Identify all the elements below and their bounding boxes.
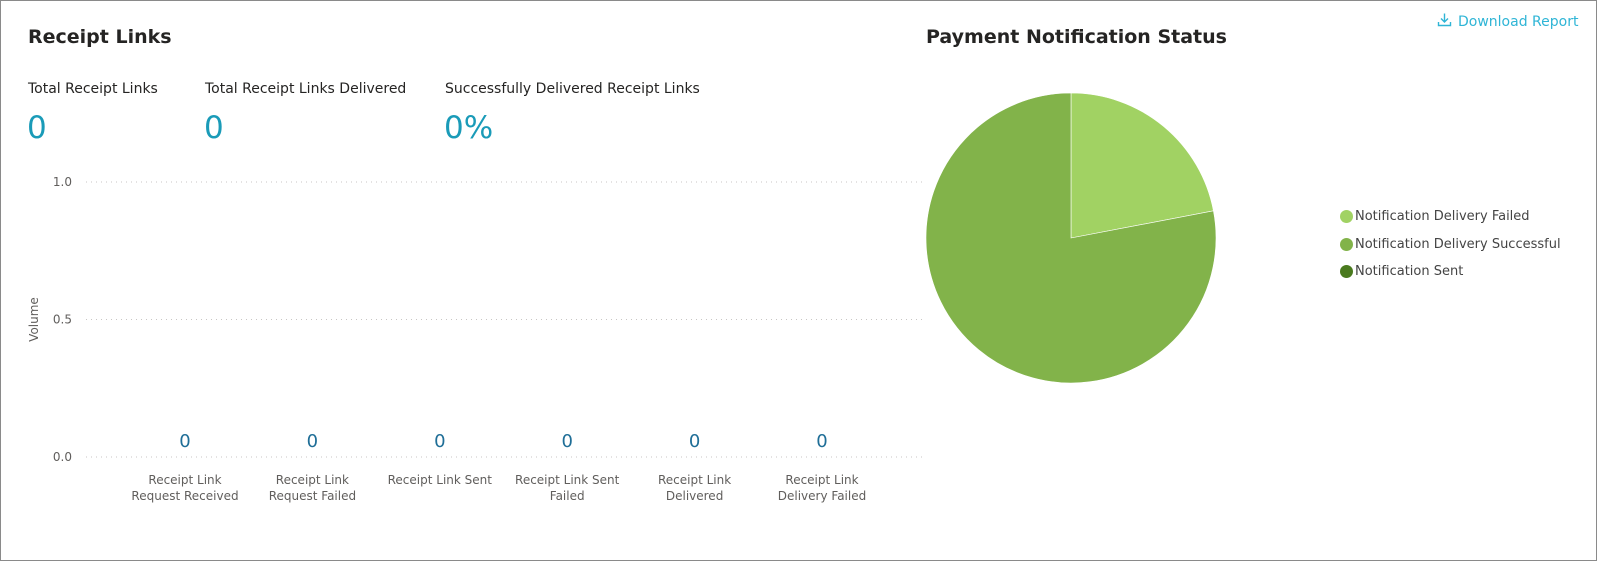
legend-dot-icon <box>1340 237 1353 251</box>
download-icon <box>1437 12 1452 31</box>
bar-data-label: 0 <box>689 431 700 452</box>
legend-label: Notification Delivery Successful <box>1355 236 1561 252</box>
x-category-label: Receipt Link Delivery Failed <box>778 473 866 503</box>
pie-slice[interactable] <box>925 92 1217 384</box>
legend-dot-icon <box>1340 210 1353 224</box>
receipt-volume-bar-chart: Volume 1.0 0.5 0.0 0 Receipt Link Request Rece… <box>27 175 925 503</box>
pie-legend: Notification Delivery Failed Notification… <box>1340 203 1561 286</box>
kpi-value-success-rate: 0% <box>444 110 494 146</box>
y-tick-label: 1.0 <box>53 175 72 189</box>
payment-notification-pie-chart <box>925 92 1217 384</box>
kpi-label-total-receipt-links: Total Receipt Links <box>28 81 158 97</box>
x-category-label: Receipt Link Delivered <box>658 473 731 503</box>
kpi-value-total-receipt-links: 0 <box>27 110 47 146</box>
x-category-label: Receipt Link Request Failed <box>269 473 356 503</box>
bar-data-label: 0 <box>561 431 572 452</box>
legend-item[interactable]: Notification Delivery Failed <box>1340 203 1561 231</box>
bar-data-label: 0 <box>816 431 827 452</box>
y-tick-label: 0.5 <box>53 313 72 327</box>
kpi-value-total-delivered: 0 <box>204 110 224 146</box>
payment-notification-title: Payment Notification Status <box>926 26 1227 48</box>
y-tick-label: 0.0 <box>53 450 72 464</box>
kpi-label-total-delivered: Total Receipt Links Delivered <box>205 81 407 97</box>
kpi-label-success-rate: Successfully Delivered Receipt Links <box>445 81 700 97</box>
bar-data-label: 0 <box>307 431 318 452</box>
legend-label: Notification Delivery Failed <box>1355 209 1530 225</box>
pie-slice[interactable] <box>1070 92 1214 239</box>
download-report-button[interactable]: Download Report <box>1437 12 1578 31</box>
bar-data-label: 0 <box>179 431 190 452</box>
x-category-label: Receipt Link Sent <box>388 473 493 487</box>
download-report-label: Download Report <box>1458 13 1579 30</box>
legend-item[interactable]: Notification Sent <box>1340 258 1561 286</box>
y-axis-title: Volume <box>27 297 41 342</box>
legend-dot-icon <box>1340 265 1353 279</box>
receipt-links-title: Receipt Links <box>28 26 172 48</box>
x-category-label: Receipt Link Request Received <box>131 473 238 503</box>
legend-item[interactable]: Notification Delivery Successful <box>1340 231 1561 259</box>
bar-data-label: 0 <box>434 431 445 452</box>
x-category-label: Receipt Link Sent Failed <box>515 473 620 503</box>
legend-label: Notification Sent <box>1355 264 1464 280</box>
